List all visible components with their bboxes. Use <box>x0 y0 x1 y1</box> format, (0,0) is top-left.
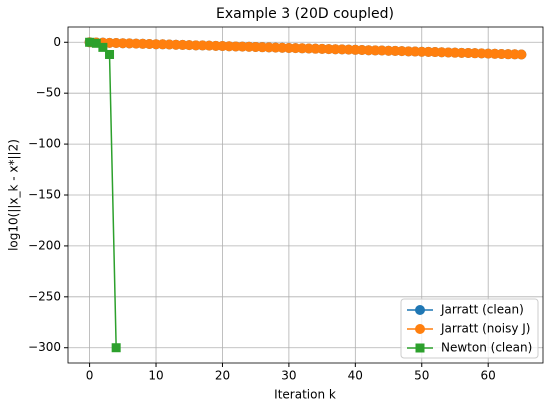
x-tick-label: 40 <box>348 369 363 383</box>
x-tick-label: 50 <box>414 369 429 383</box>
plot-frame <box>67 26 544 364</box>
x-tick-label: 20 <box>215 369 230 383</box>
x-tick-label: 0 <box>86 369 94 383</box>
y-axis-label: log10(||x_k - x*||2) <box>7 139 21 251</box>
legend-marker <box>415 343 425 353</box>
x-tick-label: 30 <box>281 369 296 383</box>
data-point <box>105 49 115 59</box>
y-tick-label: −200 <box>28 238 61 252</box>
legend-box <box>400 298 539 359</box>
y-tick-label: −150 <box>28 188 61 202</box>
data-point <box>111 343 121 353</box>
legend-marker <box>415 305 425 315</box>
data-point <box>91 38 101 48</box>
y-tick-label: −100 <box>28 137 61 151</box>
x-tick-label: 10 <box>148 369 163 383</box>
y-tick-label: −250 <box>28 289 61 303</box>
legend-marker <box>415 324 425 334</box>
y-tick-label: 0 <box>53 35 61 49</box>
x-tick-label: 60 <box>481 369 496 383</box>
data-point <box>98 42 108 52</box>
legend-label: Newton (clean) <box>441 341 532 355</box>
y-tick-label: −50 <box>36 86 61 100</box>
y-tick-label: −300 <box>28 340 61 354</box>
legend-label: Jarratt (clean) <box>440 303 524 317</box>
chart-title: Example 3 (20D coupled) <box>216 6 394 22</box>
data-point <box>516 49 527 60</box>
data-point <box>85 37 95 47</box>
legend-label: Jarratt (noisy J) <box>440 322 530 336</box>
x-axis-label: Iteration k <box>274 388 336 402</box>
